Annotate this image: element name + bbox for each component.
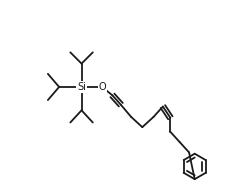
Text: Si: Si — [77, 82, 86, 92]
Text: O: O — [98, 82, 106, 92]
